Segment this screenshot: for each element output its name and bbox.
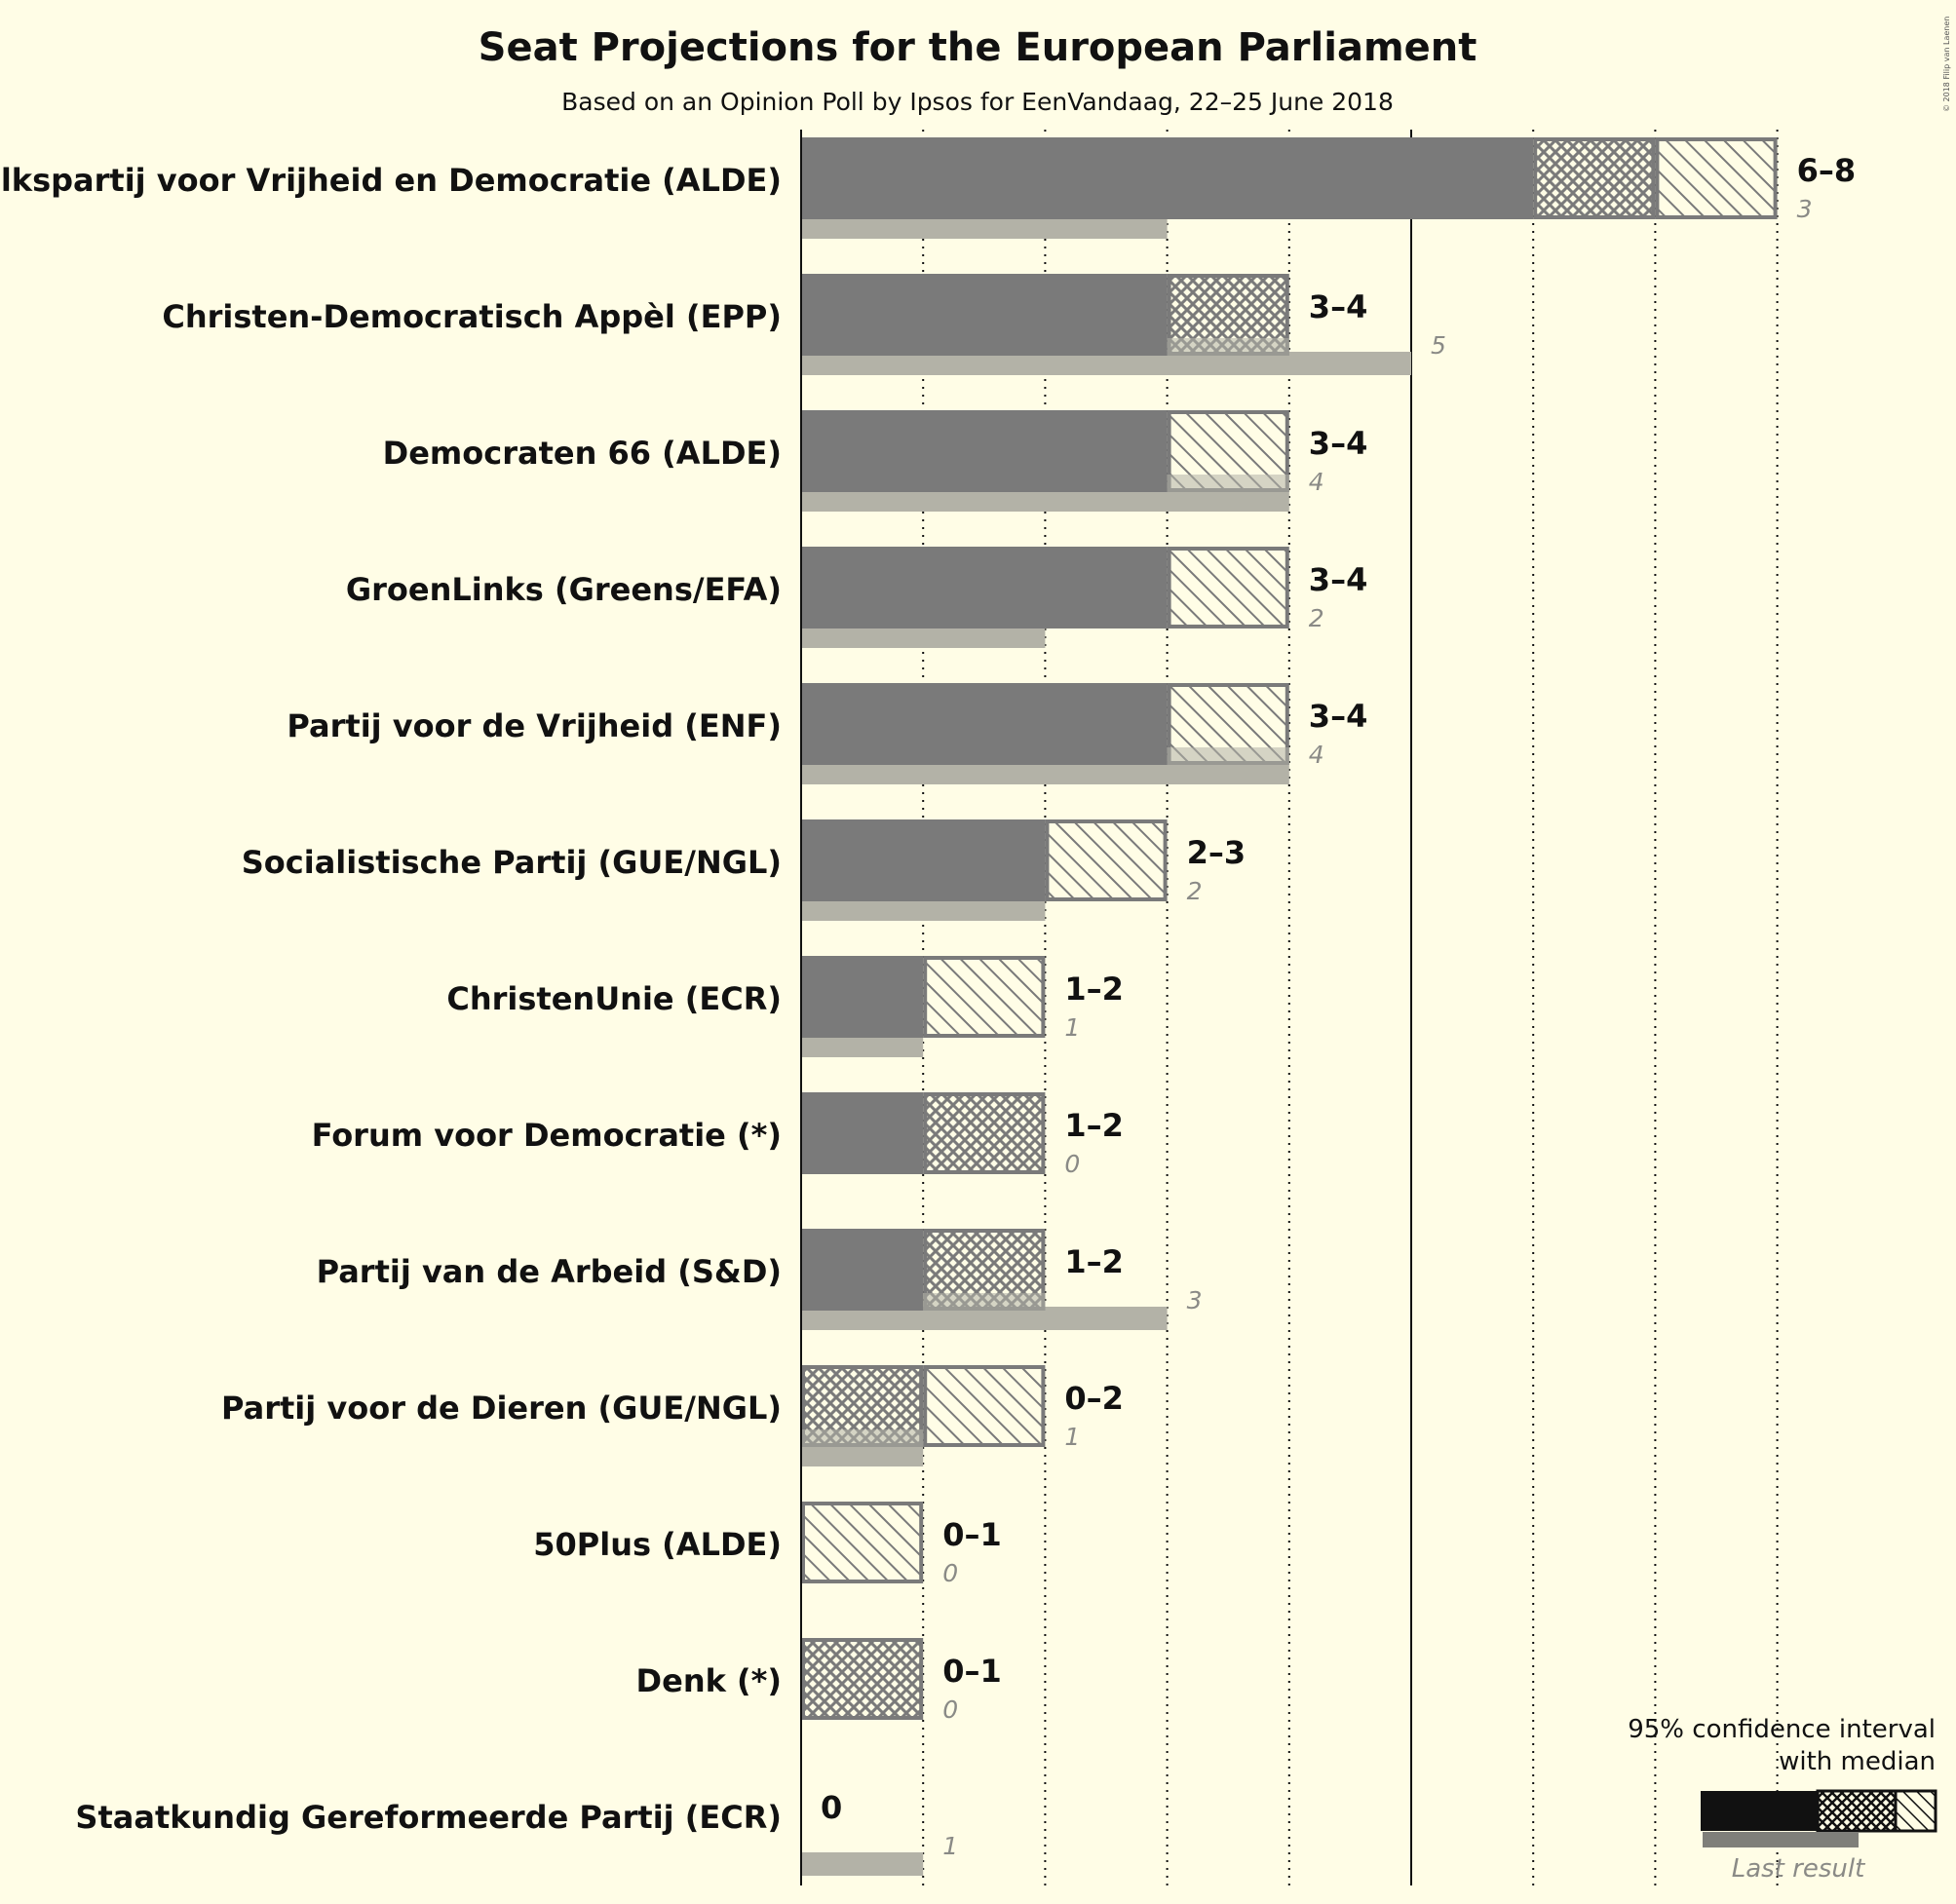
ci-solid-bar (801, 137, 1534, 219)
party-row-12: Staatkundig Gereformeerde Partij (ECR) 0 1 (75, 1789, 958, 1876)
range-label: 1–2 (1064, 1107, 1124, 1144)
last-result-overlay (801, 1429, 924, 1447)
range-label: 0–1 (942, 1516, 1002, 1553)
party-label: GroenLinks (Greens/EFA) (346, 571, 782, 608)
range-label: 1–2 (1064, 1243, 1124, 1280)
legend-last-result-label: Last result (1732, 1854, 1865, 1884)
last-result-label: 4 (1309, 468, 1324, 496)
party-label: Partij voor de Dieren (GUE/NGL) (221, 1390, 782, 1427)
last-result-label: 1 (1064, 1423, 1080, 1451)
last-result-overlay (1167, 338, 1289, 356)
ci-upper-hatch (1655, 137, 1778, 219)
legend-line-2: with median (1779, 1747, 1936, 1776)
last-result-label: 0 (942, 1559, 958, 1587)
last-result-label: 1 (1064, 1013, 1080, 1042)
ci-solid-bar (801, 1092, 924, 1174)
party-label: Partij van de Arbeid (S&D) (317, 1253, 782, 1290)
last-result-label: 5 (1431, 331, 1446, 360)
copyright-note: © 2018 Filip van Laenen (1942, 17, 1951, 112)
party-row-8: Partij van de Arbeid (S&D) 1–2 3 (317, 1229, 1203, 1330)
last-result-bar (801, 1852, 924, 1876)
ci-median-crosshatch (801, 1638, 924, 1720)
party-label: Staatkundig Gereformeerde Partij (ECR) (75, 1799, 782, 1836)
legend-bar-crosshatch (1816, 1789, 1898, 1833)
party-label: 50Plus (ALDE) (533, 1526, 782, 1563)
last-result-label: 0 (942, 1695, 958, 1724)
party-row-3: GroenLinks (Greens/EFA) 3–4 2 (346, 547, 1367, 648)
party-row-9: Partij voor de Dieren (GUE/NGL) 0–2 1 (221, 1365, 1124, 1466)
last-result-label: 3 (1797, 195, 1813, 223)
party-label: Forum voor Democratie (*) (312, 1117, 782, 1154)
ci-solid-bar (801, 410, 1168, 492)
last-result-overlay (1167, 747, 1289, 765)
ci-median-crosshatch (923, 1092, 1046, 1174)
legend-bar-solid (1701, 1791, 1818, 1831)
range-label: 2–3 (1187, 834, 1246, 871)
chart-title: Seat Projections for the European Parlia… (479, 25, 1477, 70)
last-result-label: 2 (1309, 604, 1324, 632)
party-row-7: Forum voor Democratie (*) 1–2 0 (312, 1092, 1124, 1178)
range-label: 3–4 (1309, 288, 1368, 325)
range-label: 1–2 (1064, 971, 1124, 1008)
ci-upper-hatch (923, 956, 1046, 1038)
ci-solid-bar (801, 956, 924, 1038)
party-row-6: ChristenUnie (ECR) 1–2 1 (446, 956, 1124, 1057)
range-label: 0 (821, 1789, 842, 1826)
party-label: Partij voor de Vrijheid (ENF) (287, 707, 782, 744)
range-label: 3–4 (1309, 425, 1368, 462)
party-label: Denk (*) (636, 1662, 782, 1699)
ci-median-crosshatch (1533, 137, 1656, 219)
party-row-1: Christen-Democratisch Appèl (EPP) 3–4 5 (162, 274, 1446, 375)
last-result-label: 3 (1187, 1286, 1203, 1314)
last-result-label: 1 (942, 1832, 958, 1860)
party-label: Socialistische Partij (GUE/NGL) (242, 844, 782, 881)
ci-solid-bar (801, 819, 1046, 901)
range-label: 0–1 (942, 1653, 1002, 1690)
range-label: 3–4 (1309, 561, 1368, 598)
range-label: 6–8 (1797, 152, 1857, 189)
ci-solid-bar (801, 683, 1168, 765)
party-label: ChristenUnie (ECR) (446, 980, 782, 1017)
party-row-11: Denk (*) 0–1 0 (636, 1638, 1002, 1724)
last-result-label: 0 (1064, 1150, 1080, 1178)
party-row-2: Democraten 66 (ALDE) 3–4 4 (383, 410, 1368, 512)
party-label: Democraten 66 (ALDE) (383, 435, 782, 472)
party-row-10: 50Plus (ALDE) 0–1 0 (533, 1502, 1002, 1587)
legend-last-result-bar (1703, 1832, 1859, 1847)
range-label: 0–2 (1064, 1380, 1124, 1417)
ci-solid-bar (801, 547, 1168, 628)
last-result-overlay (1167, 475, 1289, 492)
ci-upper-hatch (801, 1502, 924, 1583)
legend-bar-hatch (1894, 1789, 1937, 1833)
ci-upper-hatch (1167, 547, 1289, 628)
legend: 95% confidence interval with median Last… (1628, 1715, 1937, 1884)
ci-solid-bar (801, 1229, 924, 1311)
last-result-label: 2 (1187, 877, 1203, 905)
chart-subtitle: Based on an Opinion Poll by Ipsos for Ee… (561, 88, 1394, 116)
party-bars: Volkspartij voor Vrijheid en Democratie … (0, 137, 1856, 1876)
party-label: Volkspartij voor Vrijheid en Democratie … (0, 162, 782, 199)
party-label: Christen-Democratisch Appèl (EPP) (162, 298, 782, 335)
ci-upper-hatch (1045, 819, 1168, 901)
last-result-overlay (923, 1293, 1046, 1311)
gridlines (922, 130, 1779, 1885)
party-row-0: Volkspartij voor Vrijheid en Democratie … (0, 137, 1856, 239)
ci-upper-hatch (923, 1365, 1046, 1447)
party-row-4: Partij voor de Vrijheid (ENF) 3–4 4 (287, 683, 1367, 784)
ci-solid-bar (801, 274, 1168, 356)
legend-line-1: 95% confidence interval (1628, 1715, 1936, 1744)
last-result-label: 4 (1309, 741, 1324, 769)
party-row-5: Socialistische Partij (GUE/NGL) 2–3 2 (242, 819, 1246, 921)
range-label: 3–4 (1309, 698, 1368, 735)
